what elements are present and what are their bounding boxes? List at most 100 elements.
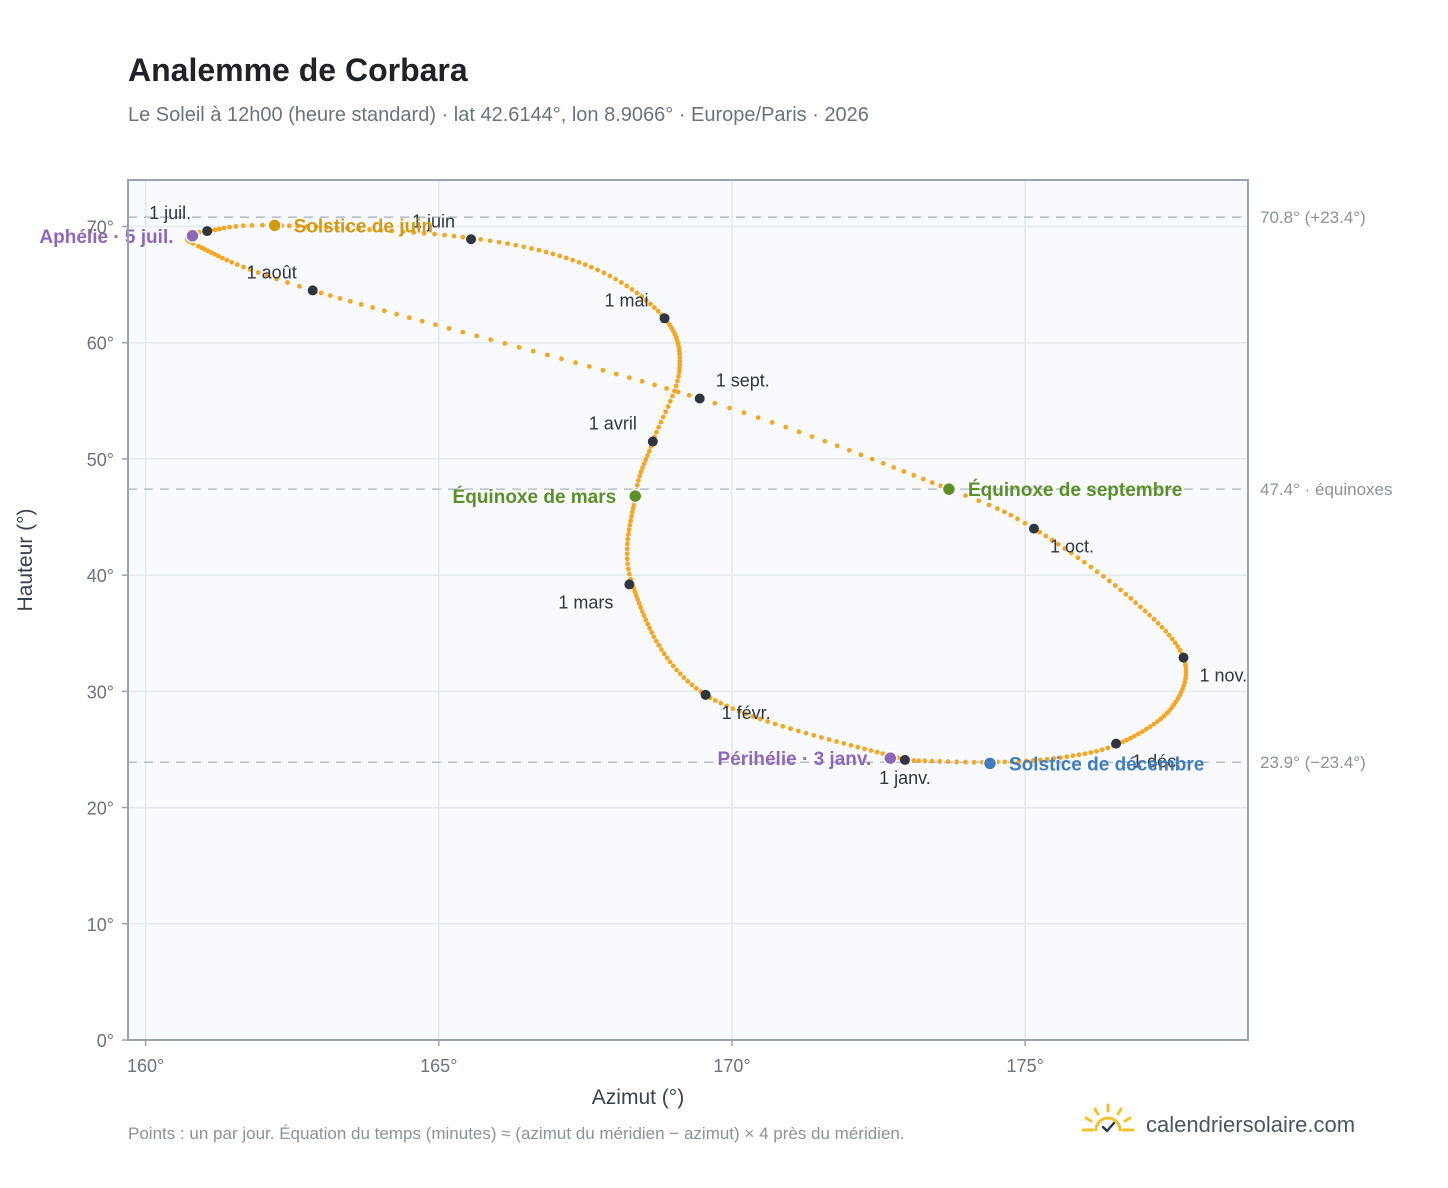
daily-point	[685, 678, 691, 684]
reference-line-label: 23.9° (−23.4°)	[1260, 753, 1366, 772]
daily-point	[880, 460, 886, 466]
month-label: 1 mai	[605, 290, 649, 310]
daily-point	[249, 222, 255, 228]
daily-point	[1169, 636, 1175, 642]
month-label: 1 janv.	[879, 768, 931, 788]
daily-point	[772, 721, 778, 727]
daily-point	[757, 716, 763, 722]
month-marker	[659, 313, 670, 324]
daily-point	[635, 478, 641, 483]
daily-point	[656, 642, 662, 648]
daily-point	[212, 251, 218, 257]
daily-point	[811, 732, 817, 738]
daily-point	[664, 386, 669, 391]
daily-point	[295, 223, 301, 229]
daily-point	[1123, 591, 1129, 597]
event-marker	[941, 481, 957, 497]
daily-point	[1008, 512, 1014, 518]
daily-point	[639, 378, 645, 384]
daily-point	[1158, 716, 1164, 722]
daily-point	[822, 438, 828, 444]
daily-point	[433, 322, 438, 328]
daily-point	[718, 700, 724, 706]
daily-point	[809, 434, 815, 439]
month-marker	[202, 226, 213, 237]
daily-point	[638, 469, 644, 475]
month-marker	[694, 393, 705, 404]
daily-point	[460, 234, 466, 240]
daily-point	[1037, 529, 1043, 535]
daily-point	[670, 663, 676, 669]
daily-point	[858, 452, 864, 458]
y-tick-label: 40°	[87, 566, 114, 586]
event-label: Équinoxe de septembre	[968, 479, 1182, 501]
brand[interactable]: calendriersolaire.com	[1080, 1102, 1355, 1147]
daily-point	[217, 226, 222, 232]
daily-point	[656, 424, 662, 430]
daily-point	[971, 759, 977, 765]
daily-point	[545, 352, 550, 358]
daily-point	[626, 375, 632, 381]
daily-point	[911, 472, 917, 478]
daily-point	[741, 410, 747, 416]
daily-point	[788, 726, 793, 732]
daily-point	[400, 229, 406, 235]
daily-point	[1016, 758, 1022, 764]
daily-point	[625, 532, 631, 537]
daily-point	[664, 655, 670, 661]
daily-point	[496, 239, 502, 245]
daily-point	[1075, 555, 1081, 561]
reference-line-label: 47.4° · équinoxes	[1260, 480, 1393, 499]
daily-point	[654, 429, 659, 435]
month-marker	[1028, 523, 1039, 534]
x-tick-label: 170°	[713, 1056, 750, 1076]
event-label: Solstice de juin	[294, 216, 433, 237]
daily-point	[630, 505, 636, 511]
daily-point	[667, 659, 673, 665]
daily-point	[641, 613, 647, 619]
daily-point	[613, 276, 619, 282]
daily-point	[381, 308, 387, 314]
brand-link[interactable]: calendriersolaire.com	[1146, 1111, 1356, 1137]
daily-point	[559, 356, 564, 362]
daily-point	[636, 601, 642, 606]
daily-point	[937, 759, 943, 764]
daily-point	[419, 318, 425, 324]
month-label: 1 sept.	[716, 370, 770, 390]
daily-point	[641, 461, 647, 467]
daily-point	[557, 253, 563, 259]
month-marker	[899, 754, 910, 765]
event-markers: Aphélie · 5 juil. Solstice de juin Équinox…	[39, 216, 1204, 775]
daily-point	[869, 456, 875, 462]
daily-point	[783, 424, 789, 430]
daily-point	[1068, 550, 1074, 556]
daily-point	[1161, 713, 1167, 719]
daily-point	[521, 244, 527, 250]
daily-point	[1138, 604, 1143, 610]
daily-point	[588, 264, 594, 270]
daily-point	[625, 541, 630, 547]
reference-line-label: 70.8° (+23.4°)	[1260, 208, 1366, 227]
event-label: Équinoxe de mars	[453, 486, 617, 508]
daily-point	[234, 262, 240, 267]
month-marker	[647, 436, 658, 447]
daily-point	[929, 480, 935, 485]
daily-point	[658, 647, 664, 652]
daily-point	[1051, 756, 1057, 761]
month-label: 1 avril	[589, 413, 637, 433]
daily-point	[1151, 721, 1157, 727]
daily-point	[219, 255, 225, 261]
daily-point	[573, 360, 578, 366]
daily-point	[677, 365, 682, 371]
month-label: 1 nov.	[1199, 666, 1247, 686]
daily-point	[796, 429, 802, 435]
daily-point	[976, 498, 982, 504]
x-axis-label: Azimut (°)	[592, 1086, 684, 1109]
daily-point	[1183, 666, 1189, 671]
daily-point	[356, 226, 361, 232]
daily-point	[327, 293, 333, 299]
daily-point	[1147, 724, 1153, 730]
daily-point	[1081, 559, 1087, 565]
daily-point	[529, 246, 534, 251]
daily-point	[755, 415, 761, 420]
